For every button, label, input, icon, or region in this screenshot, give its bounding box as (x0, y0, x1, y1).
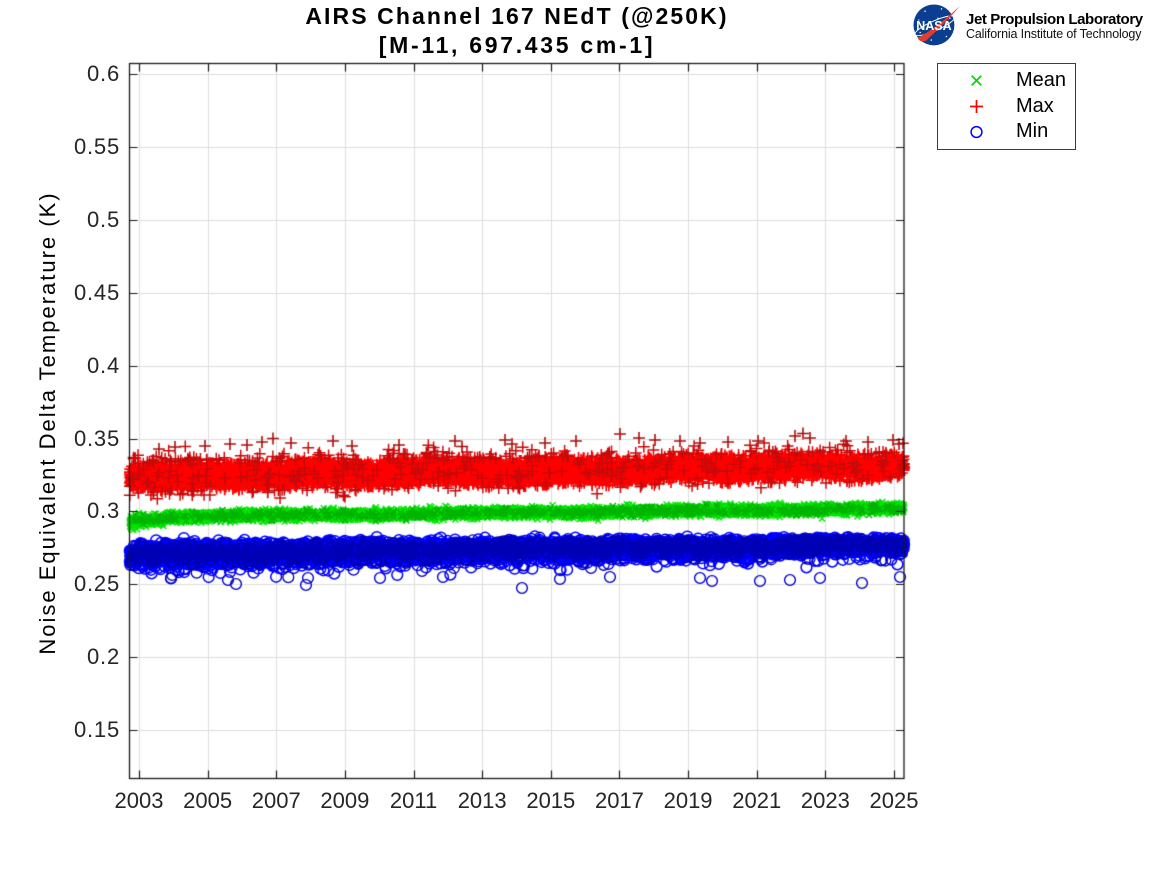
svg-text:NASA: NASA (916, 19, 951, 33)
